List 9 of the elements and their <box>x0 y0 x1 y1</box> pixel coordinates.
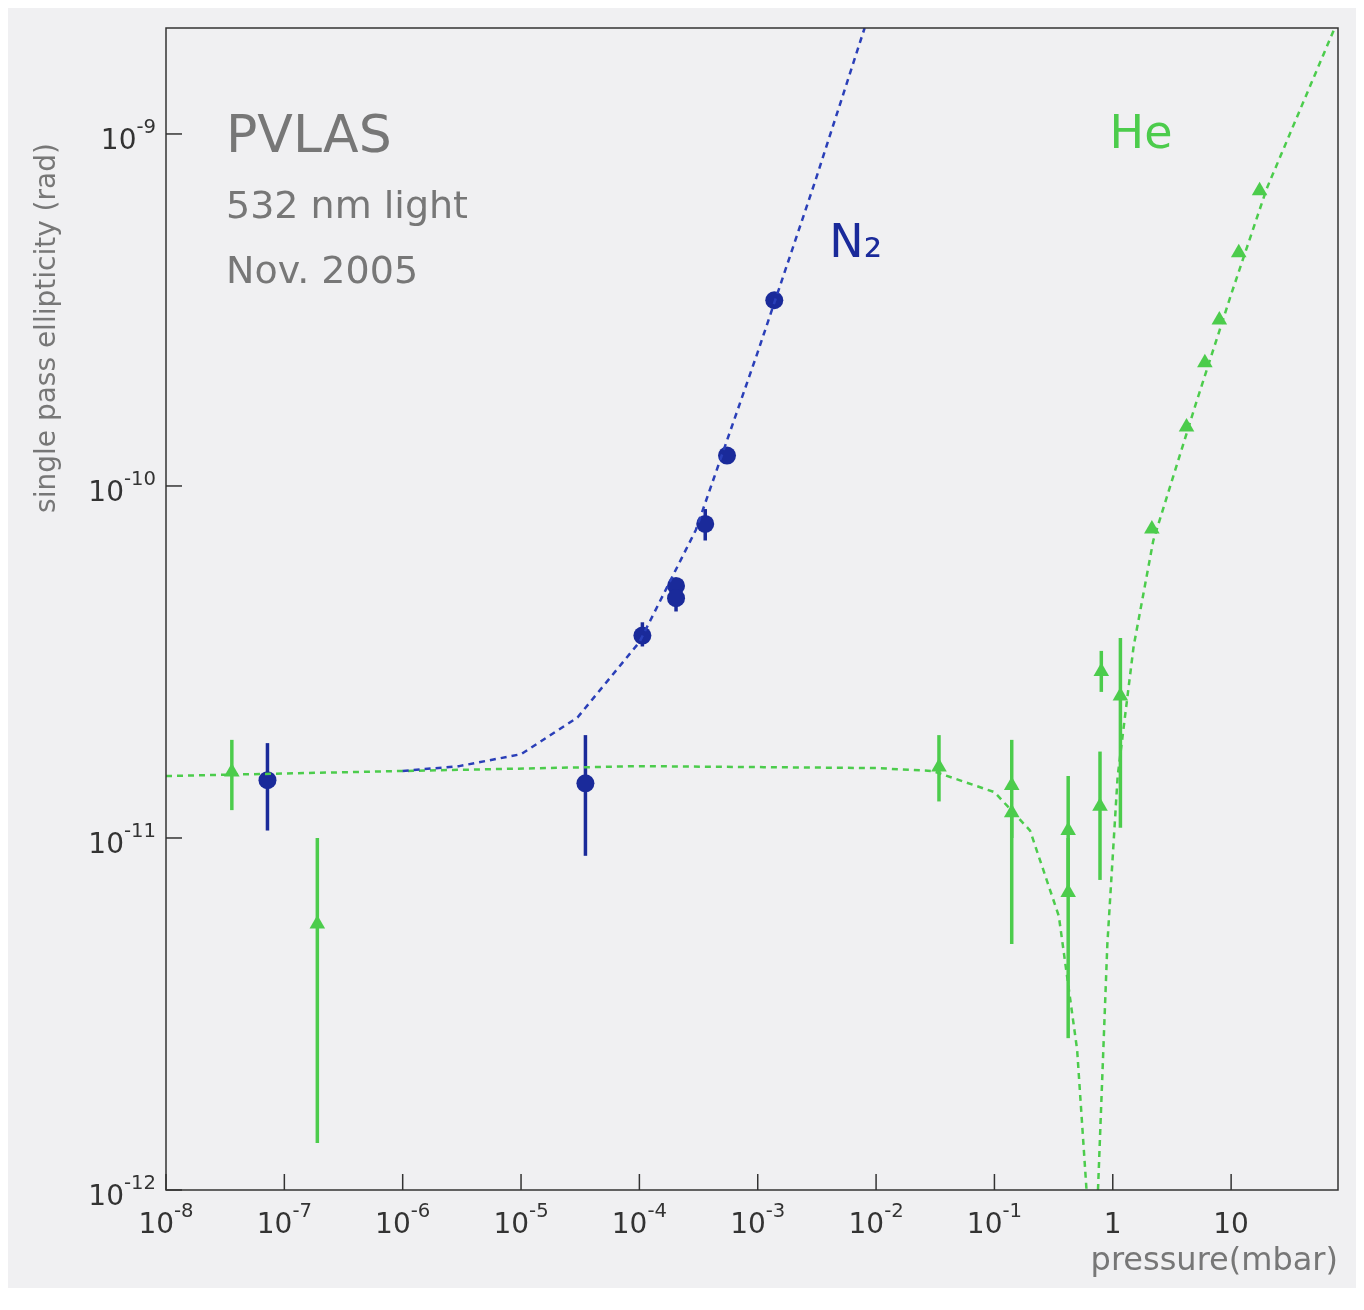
y-axis-title: single pass ellipticity (rad) <box>29 143 63 513</box>
x-tick-label: 1 <box>1103 1207 1122 1241</box>
series-label: He <box>1109 104 1173 159</box>
series-label: N₂ <box>829 214 883 269</box>
x-axis-title: pressure(mbar) <box>1090 1240 1338 1279</box>
annotation: Nov. 2005 <box>226 247 419 292</box>
annotation: PVLAS <box>226 103 392 164</box>
x-tick-label: 10 <box>1213 1207 1249 1241</box>
annotation: 532 nm light <box>226 182 469 227</box>
